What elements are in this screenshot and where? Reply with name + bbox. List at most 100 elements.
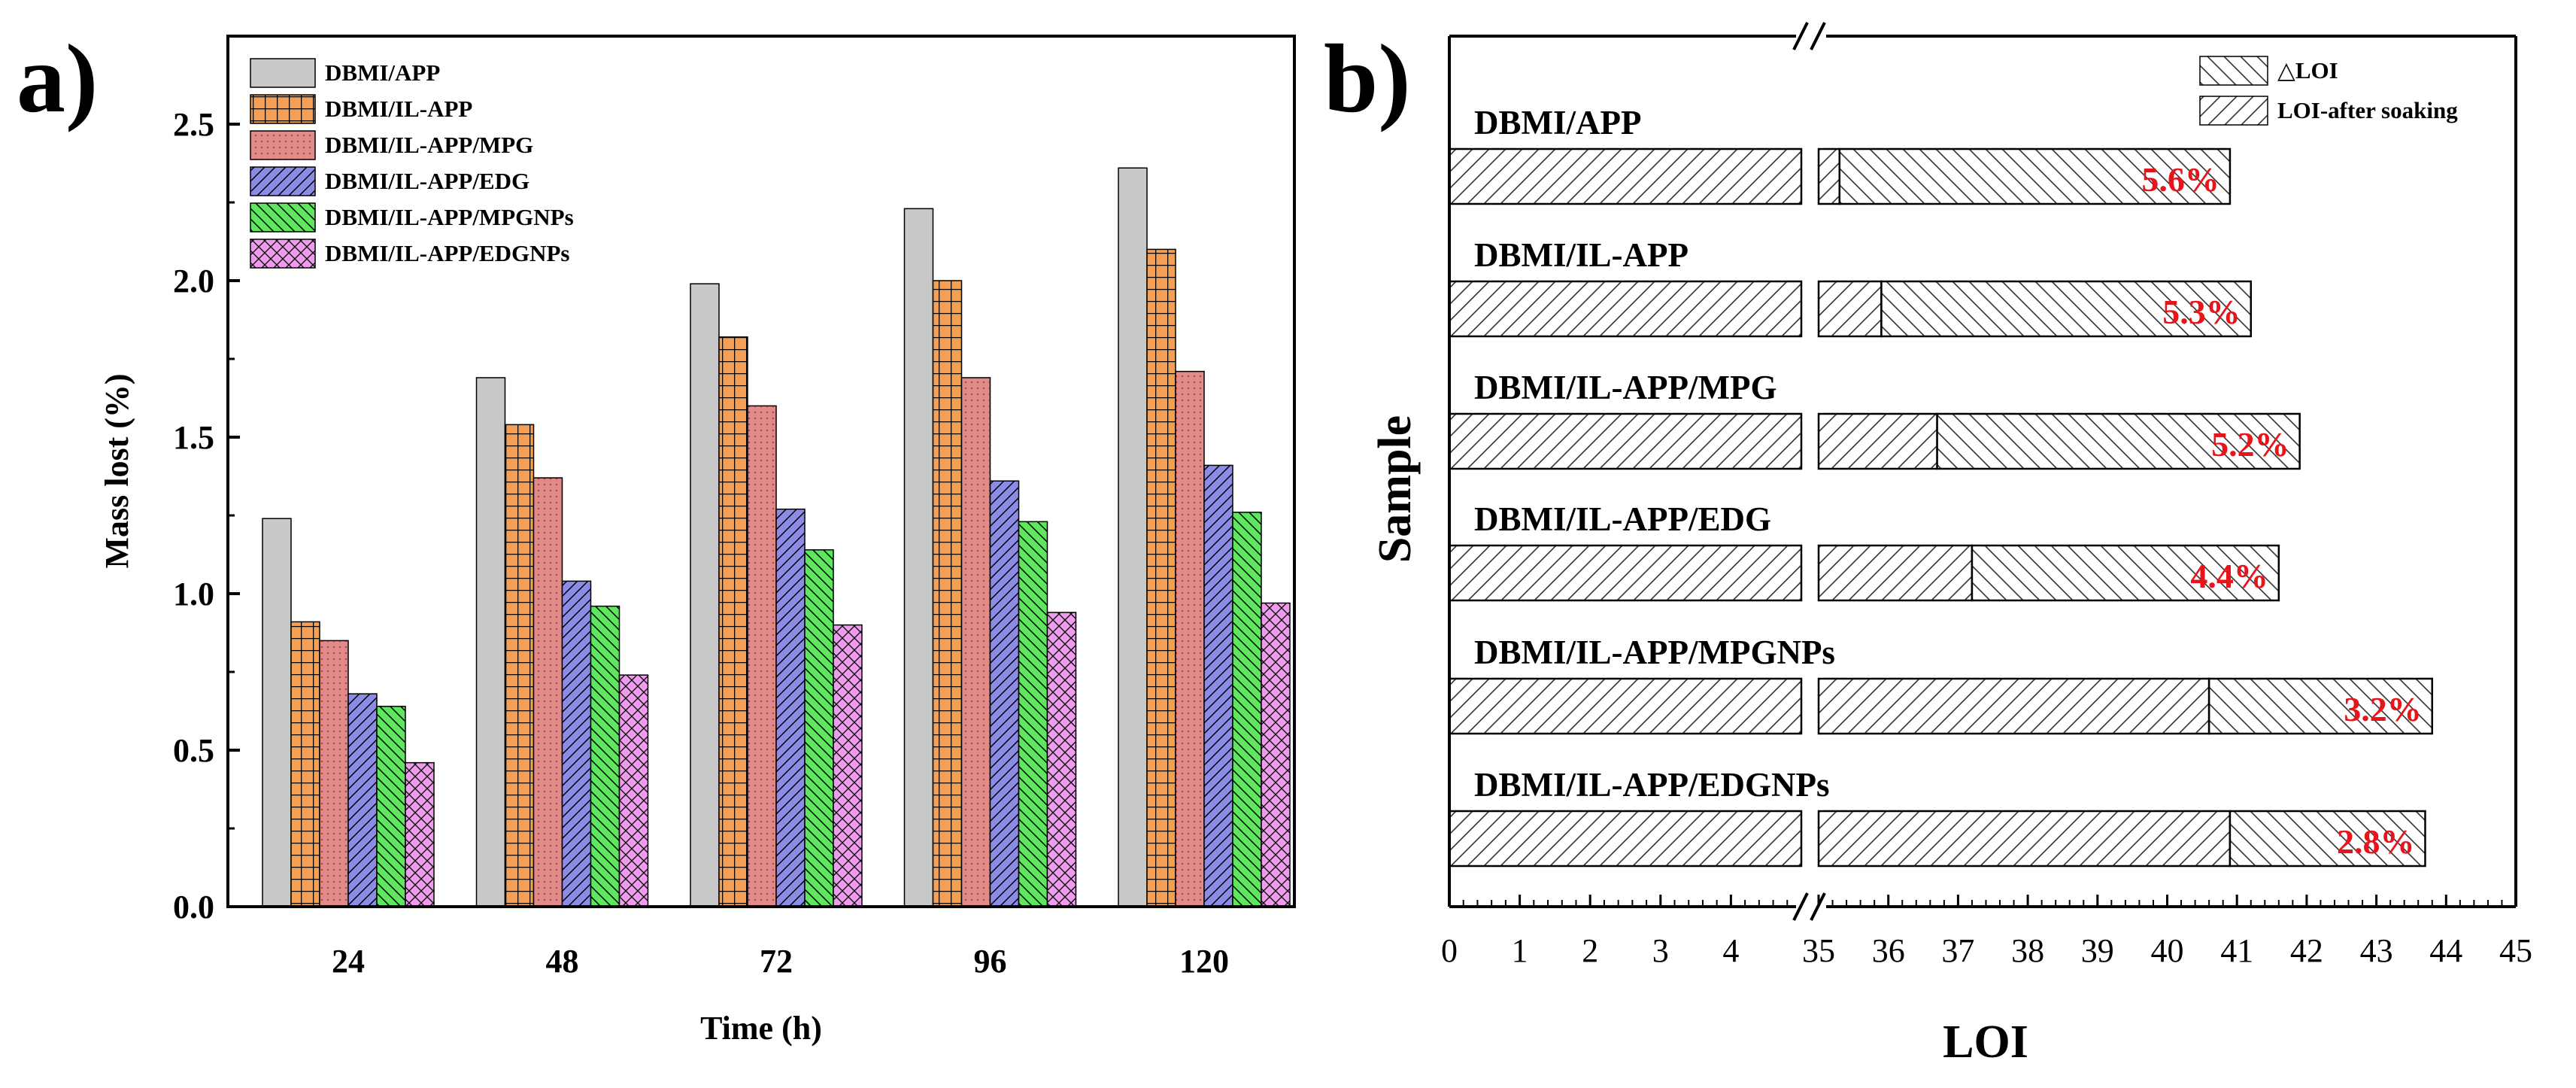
x-tick-label: 48: [546, 943, 579, 980]
y-tick-label: 1.5: [173, 419, 214, 456]
x-tick-label: 45: [2499, 932, 2532, 969]
legend-swatch-delta-loi: [2199, 56, 2268, 86]
delta-loi-label: 5.2%: [2211, 425, 2289, 463]
bar: [504, 424, 535, 907]
bar: [290, 621, 320, 907]
bar: [618, 674, 649, 907]
legend-entry: DBMI/APP: [325, 59, 440, 86]
legend-swatch: [250, 58, 316, 88]
bar: [903, 208, 934, 907]
bar-delta-loi: [1971, 544, 2280, 602]
bar: [561, 580, 592, 907]
loi-bar-chart: DBMI/APP 5.6% DBMI/IL-APP 5.3% DBMI/IL-APP/M…: [1370, 22, 2532, 1068]
panel-a-y-axis-title: Mass lost (%): [99, 373, 135, 568]
x-tick-label: 2: [1582, 932, 1598, 969]
bar: [833, 624, 863, 907]
x-tick-label: 72: [760, 943, 793, 980]
bar: [1203, 464, 1233, 907]
bar: [405, 761, 435, 907]
bar: [532, 477, 563, 907]
sample-label: DBMI/IL-APP: [1474, 236, 1689, 274]
x-tick-label: 36: [1872, 932, 1905, 969]
legend-entry: DBMI/IL-APP: [325, 96, 472, 122]
panel-b-y-axis-title: Sample: [1370, 415, 1421, 563]
bar-after-soaking: [1817, 147, 1841, 205]
delta-loi-label: 4.4%: [2190, 557, 2268, 595]
bar: [804, 549, 834, 907]
bar-after-soaking-lower: [1448, 147, 1803, 205]
legend-entry: DBMI/IL-APP/EDGNPs: [325, 240, 570, 266]
mass-lost-bar-chart: 0.00.51.01.52.02.5 24 48 72 96 120 Time (h) …: [99, 35, 1296, 1047]
panel-a-legend: DBMI/APP DBMI/IL-APP DBMI/IL-APP/MPG DBMI/I…: [250, 58, 574, 269]
x-tick-label: 96: [974, 943, 1007, 980]
legend-entry: DBMI/IL-APP/EDG: [325, 168, 529, 194]
bar: [347, 693, 378, 907]
axis-break-mark: [1792, 892, 1809, 921]
panel-a-x-tick-labels: 24 48 72 96 120: [332, 943, 1229, 980]
bar: [376, 706, 406, 907]
bar: [690, 283, 720, 907]
panel-b-x-axis-title: LOI: [1943, 1017, 2028, 1068]
delta-loi-label: 5.3%: [2162, 293, 2241, 331]
legend-swatch: [250, 130, 316, 160]
bar-after-soaking-lower: [1448, 677, 1803, 735]
delta-loi-label: 3.2%: [2344, 690, 2422, 728]
sample-label: DBMI/APP: [1474, 104, 1641, 141]
x-tick-label: 37: [1941, 932, 1974, 969]
bar: [590, 605, 620, 907]
x-tick-label: 43: [2360, 932, 2393, 969]
bar: [262, 518, 292, 907]
bar: [1175, 370, 1205, 907]
panel-a-x-axis-title: Time (h): [700, 1010, 822, 1047]
bar-after-soaking: [1817, 810, 2232, 868]
legend-entry: DBMI/IL-APP/MPGNPs: [325, 204, 574, 230]
bar: [718, 336, 748, 907]
delta-loi-label: 2.8%: [2337, 822, 2415, 861]
bar: [319, 640, 349, 907]
bar-delta-loi: [2207, 677, 2434, 735]
bar: [775, 508, 806, 907]
x-tick-label: 39: [2081, 932, 2114, 969]
sample-label: DBMI/IL-APP/MPGNPs: [1474, 634, 1835, 671]
sample-label: DBMI/IL-APP/EDG: [1474, 500, 1771, 538]
y-tick-label: 0.5: [173, 732, 214, 769]
bar: [1232, 512, 1262, 907]
y-tick-label: 2.0: [173, 263, 214, 299]
bar: [1046, 612, 1077, 907]
bar: [1261, 602, 1291, 907]
legend-swatch: [250, 94, 316, 124]
legend-entry: DBMI/IL-APP/MPG: [325, 132, 533, 158]
sample-label: DBMI/IL-APP/MPG: [1474, 369, 1776, 406]
legend-swatch: [250, 239, 316, 269]
bar: [960, 377, 991, 907]
legend-swatch: [250, 202, 316, 232]
y-tick-label: 0.0: [173, 889, 214, 925]
panel-a-y-tick-labels: 0.0 0.5 1.0 1.5 2.0 2.5: [173, 106, 214, 925]
bar-delta-loi: [2229, 810, 2426, 868]
x-tick-label: 38: [2011, 932, 2044, 969]
x-tick-label: 24: [332, 943, 365, 980]
axis-break-mark: [1792, 22, 1809, 50]
axis-break-mark: [1810, 22, 1826, 50]
bar: [475, 377, 506, 907]
sample-label: DBMI/IL-APP/EDGNPs: [1474, 766, 1830, 804]
bar-after-soaking-lower: [1448, 810, 1803, 868]
bar: [1146, 248, 1176, 907]
bar-after-soaking: [1817, 677, 2210, 735]
x-tick-label: 120: [1179, 943, 1229, 980]
bar: [747, 405, 777, 907]
bar: [1118, 167, 1148, 907]
delta-loi-label: 5.6%: [2141, 160, 2219, 199]
legend-swatch-after-soaking: [2199, 96, 2268, 126]
legend-entry: LOI-after soaking: [2277, 97, 2458, 123]
panel-b-bars: DBMI/APP 5.6% DBMI/IL-APP 5.3% DBMI/IL-APP/M…: [1448, 104, 2434, 868]
x-tick-label: 3: [1652, 932, 1669, 969]
bar: [1018, 521, 1048, 907]
bar-after-soaking-lower: [1448, 412, 1803, 470]
bar-delta-loi: [1880, 280, 2252, 338]
bar: [989, 480, 1020, 907]
x-tick-label: 35: [1802, 932, 1835, 969]
x-tick-label: 0: [1441, 932, 1458, 969]
bar-after-soaking-lower: [1448, 280, 1803, 338]
y-tick-label: 2.5: [173, 106, 214, 143]
